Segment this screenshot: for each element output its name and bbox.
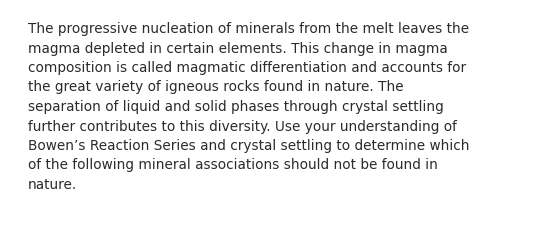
- Text: The progressive nucleation of minerals from the melt leaves the
magma depleted i: The progressive nucleation of minerals f…: [28, 22, 469, 191]
